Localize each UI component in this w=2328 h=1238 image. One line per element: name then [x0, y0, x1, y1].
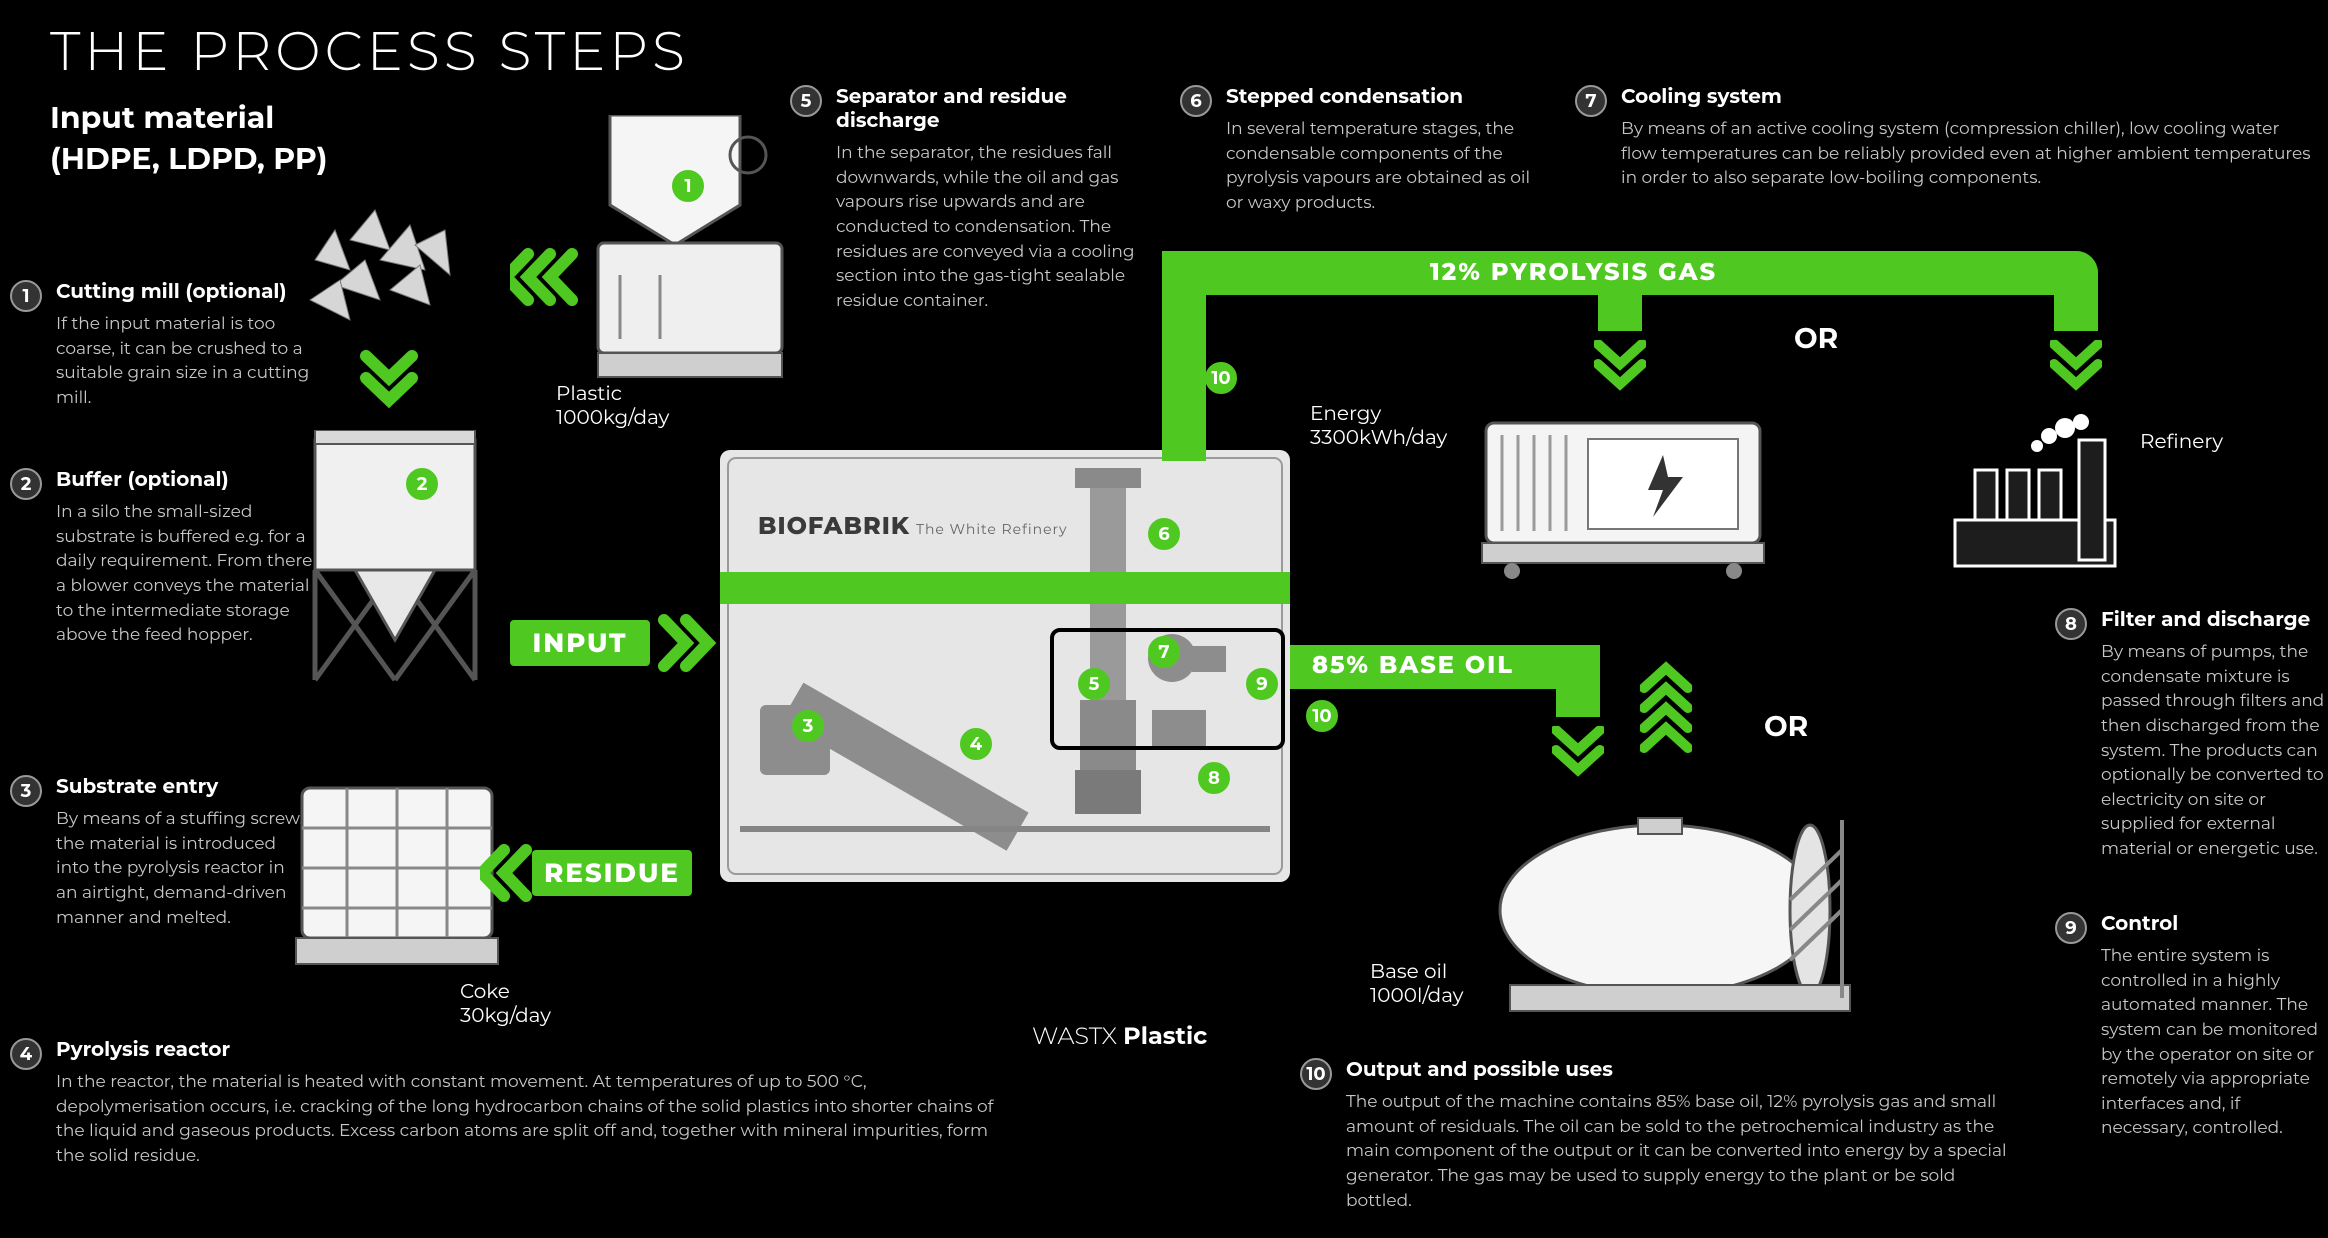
step-1-desc: If the input material is too coarse, it … [56, 312, 316, 411]
or-label-top: OR [1794, 322, 1838, 356]
step-6: 6 Stepped condensation In several temper… [1180, 85, 1550, 216]
marker-5: 5 [1078, 668, 1110, 700]
marker-6: 6 [1148, 518, 1180, 550]
step-badge-2: 2 [10, 468, 42, 500]
step-5-desc: In the separator, the residues fall down… [836, 141, 1136, 313]
chevron-right-icon [658, 614, 720, 672]
step-4-desc: In the reactor, the material is heated w… [56, 1070, 1006, 1169]
label-refinery: Refinery [2140, 430, 2223, 454]
refinery-icon [1945, 410, 2135, 580]
step-9: 9 Control The entire system is controlle… [2055, 912, 2325, 1141]
step-4-title: Pyrolysis reactor [56, 1038, 1006, 1062]
label-coke: Coke30kg/day [460, 980, 551, 1028]
step-badge-9: 9 [2055, 912, 2087, 944]
oil-tank-icon [1490, 780, 1920, 1030]
plastic-shreds-icon [295, 190, 465, 340]
marker-7: 7 [1148, 636, 1180, 668]
step-2-title: Buffer (optional) [56, 468, 316, 492]
step-7: 7 Cooling system By means of an active c… [1575, 85, 2315, 191]
marker-10-oil: 10 [1306, 700, 1338, 732]
step-5-title: Separator and residue discharge [836, 85, 1160, 133]
machine-internals-icon [720, 450, 1290, 882]
chevron-left-icon [480, 844, 532, 902]
marker-mill-1: 1 [672, 170, 704, 202]
step-10: 10 Output and possible uses The output o… [1300, 1058, 2020, 1213]
step-4: 4 Pyrolysis reactor In the reactor, the … [10, 1038, 1006, 1169]
step-10-desc: The output of the machine contains 85% b… [1346, 1090, 2020, 1213]
page-title: THE PROCESS STEPS [50, 18, 689, 84]
label-plastic: Plastic1000kg/day [556, 382, 669, 430]
chevron-down-icon [1594, 340, 1646, 400]
step-10-title: Output and possible uses [1346, 1058, 2020, 1082]
step-6-desc: In several temperature stages, the conde… [1226, 117, 1546, 216]
step-8-desc: By means of pumps, the condensate mixtur… [2101, 640, 2325, 862]
residue-container-icon [292, 768, 502, 978]
step-7-desc: By means of an active cooling system (co… [1621, 117, 2311, 191]
step-3-desc: By means of a stuffing screw, the materi… [56, 807, 306, 930]
step-badge-1: 1 [10, 280, 42, 312]
step-3: 3 Substrate entry By means of a stuffing… [10, 775, 306, 930]
step-6-title: Stepped condensation [1226, 85, 1546, 109]
generator-icon [1478, 405, 1768, 580]
marker-8: 8 [1198, 762, 1230, 794]
step-1: 1 Cutting mill (optional) If the input m… [10, 280, 316, 411]
flow-oil-label: 85% BASE OIL [1312, 651, 1514, 680]
input-material-heading: Input material (HDPE, LDPD, PP) [50, 98, 327, 187]
or-label-bottom: OR [1764, 710, 1808, 744]
step-badge-10: 10 [1300, 1058, 1332, 1090]
step-8: 8 Filter and discharge By means of pumps… [2055, 608, 2325, 862]
marker-3: 3 [792, 710, 824, 742]
chevron-left-icon [510, 248, 580, 306]
step-badge-6: 6 [1180, 85, 1212, 117]
chevron-up-icon [1640, 648, 1692, 758]
step-7-title: Cooling system [1621, 85, 2311, 109]
label-energy: Energy3300kWh/day [1310, 402, 1447, 450]
cutting-mill-icon [580, 115, 800, 385]
marker-9: 9 [1246, 668, 1278, 700]
label-oil: Base oil1000l/day [1370, 960, 1463, 1008]
step-2-desc: In a silo the small-sized substrate is b… [56, 500, 316, 648]
step-3-title: Substrate entry [56, 775, 306, 799]
machine-caption: WASTX Plastic [1032, 1022, 1207, 1051]
marker-silo-2: 2 [406, 468, 438, 500]
step-badge-5: 5 [790, 85, 822, 117]
badge-input: INPUT [510, 620, 650, 666]
step-badge-3: 3 [10, 775, 42, 807]
flow-gas-left [1162, 251, 1206, 461]
marker-4: 4 [960, 728, 992, 760]
flow-oil-drop [1556, 645, 1600, 717]
machine-unit: BIOFABRIKThe White Refinery [720, 450, 1290, 882]
chevron-down-icon [2050, 340, 2102, 400]
step-2: 2 Buffer (optional) In a silo the small-… [10, 468, 316, 648]
chevron-down-icon [360, 350, 418, 420]
step-badge-7: 7 [1575, 85, 1607, 117]
step-9-title: Control [2101, 912, 2325, 936]
chevron-down-icon [1552, 726, 1604, 786]
buffer-silo-icon [300, 430, 490, 690]
step-badge-4: 4 [10, 1038, 42, 1070]
step-badge-8: 8 [2055, 608, 2087, 640]
step-8-title: Filter and discharge [2101, 608, 2325, 632]
flow-gas-label: 12% PYROLYSIS GAS [1430, 258, 1717, 287]
marker-10-gas: 10 [1205, 362, 1237, 394]
badge-residue: RESIDUE [532, 850, 692, 896]
step-5: 5 Separator and residue discharge In the… [790, 85, 1160, 313]
flow-gas-drop-b [2054, 251, 2098, 331]
step-9-desc: The entire system is controlled in a hig… [2101, 944, 2325, 1141]
step-1-title: Cutting mill (optional) [56, 280, 316, 304]
